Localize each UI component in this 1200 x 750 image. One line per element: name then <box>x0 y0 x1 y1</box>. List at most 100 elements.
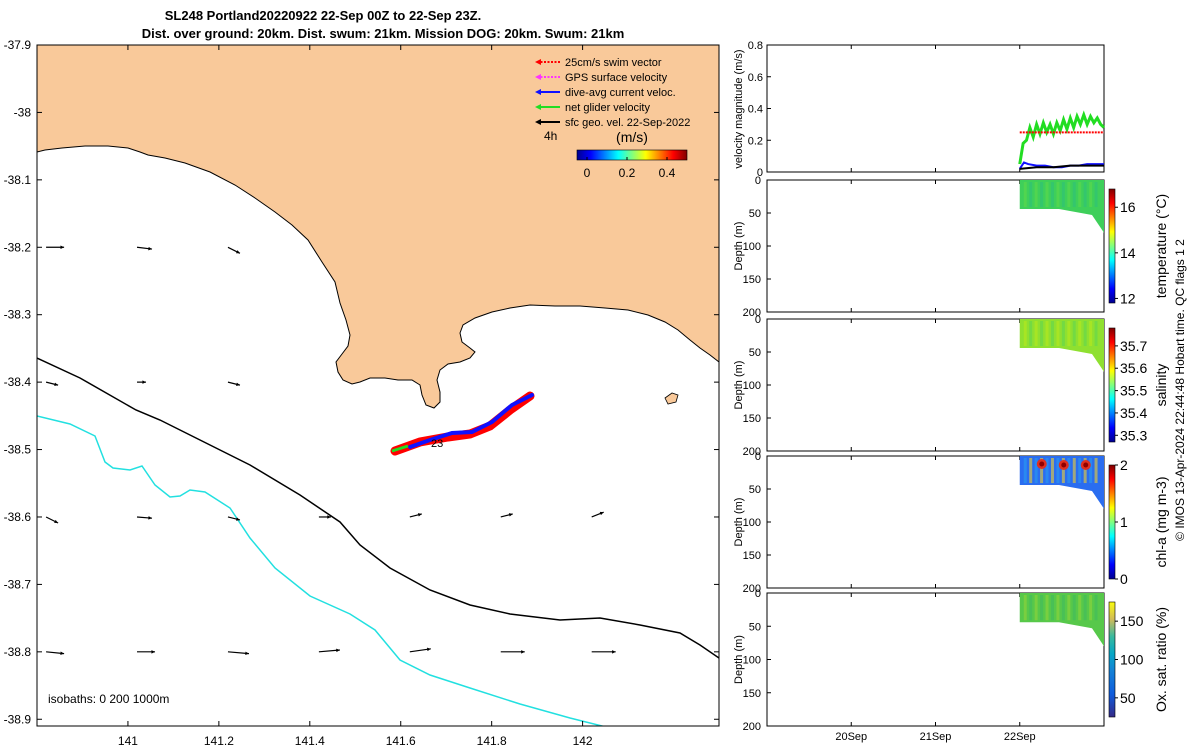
map-y-tick-label: -37.9 <box>4 38 32 52</box>
surface-geostrophic-vectors <box>45 245 616 656</box>
glider-track: 23 <box>390 391 535 456</box>
depth-tick-label: 50 <box>749 484 761 496</box>
depth-tick-label: 200 <box>743 721 761 733</box>
y-tick-label: 0.2 <box>748 135 763 147</box>
legend-label: GPS surface velocity <box>565 72 668 84</box>
time-x-tick-label: 21Sep <box>920 731 952 743</box>
colorbar-tick-label: 35.5 <box>1120 383 1147 399</box>
geo-velocity-arrow <box>46 651 65 656</box>
colorbar-tick-label: 35.3 <box>1120 427 1147 443</box>
depth-tick-label: 150 <box>743 274 761 286</box>
map-x-tick-label: 141.2 <box>204 734 234 748</box>
y-tick-label: 0.6 <box>748 72 763 84</box>
geo-velocity-arrow <box>591 511 604 518</box>
legend-label: dive-avg current veloc. <box>565 87 676 99</box>
depth-tick-label: 150 <box>743 413 761 425</box>
geo-velocity-arrow <box>227 381 241 386</box>
legend-label: sfc geo. vel. 22-Sep-2022 <box>565 117 690 129</box>
time-x-tick-label: 20Sep <box>835 731 867 743</box>
geo-velocity-arrow <box>227 516 241 521</box>
legend-label: 25cm/s swim vector <box>565 57 662 69</box>
geo-velocity-arrow <box>227 651 250 656</box>
geo-velocity-arrow <box>409 513 422 518</box>
colorbar-tick-label: 100 <box>1120 652 1144 668</box>
geo-velocity-arrow <box>227 246 241 254</box>
velocity-axis-label: velocity magnitude (m/s) <box>733 49 745 168</box>
panel-frame <box>766 44 1105 173</box>
colorbar-tick-label: 14 <box>1120 245 1136 261</box>
profile-colorbar <box>1108 464 1116 580</box>
map-y-tick-label: -38.9 <box>4 712 32 726</box>
colorbar-tick-label: 35.6 <box>1120 360 1147 376</box>
geo-velocity-arrow <box>500 513 513 518</box>
map-y-tick-label: -38.2 <box>4 240 32 254</box>
colorbar-label: salinity <box>1153 364 1169 407</box>
speed-colorbar-tick-label: 0.4 <box>659 166 676 180</box>
isobath-200m <box>37 357 719 659</box>
legend-item: dive-avg current veloc. <box>535 87 676 99</box>
figure-title-line2: Dist. over ground: 20km. Dist. swum: 21k… <box>142 26 625 41</box>
geo-velocity-arrow <box>45 516 59 524</box>
depth-tick-label: 0 <box>755 451 761 463</box>
colorbar-tick-label: 150 <box>1120 613 1144 629</box>
depth-tick-label: 100 <box>743 380 761 392</box>
depth-tick-label: 200 <box>743 307 761 319</box>
map-y-tick-label: -38.6 <box>4 510 32 524</box>
colorbar-tick-label: 35.4 <box>1120 405 1147 421</box>
profile-panel-4: 0 50 100 150 200 Depth (m) 50 100 150 Ox. sat. ra… <box>733 588 1169 733</box>
geo-velocity-arrow <box>500 650 525 654</box>
map-x-tick-label: 141.4 <box>295 734 325 748</box>
map-frame <box>36 44 720 727</box>
colorbar-label: Ox. sat. ratio (%) <box>1153 607 1169 712</box>
depth-tick-label: 150 <box>743 688 761 700</box>
speed-colorbar-tick-label: 0 <box>584 166 591 180</box>
colorbar-tick-label: 0 <box>1120 571 1128 587</box>
depth-tick-label: 150 <box>743 550 761 562</box>
depth-tick-label: 0 <box>755 314 761 326</box>
colorbar-tick-label: 2 <box>1120 457 1128 473</box>
geo-velocity-arrow <box>318 515 331 519</box>
depth-axis-label: Depth (m) <box>733 498 745 547</box>
map-x-tick-label: 141.8 <box>477 734 507 748</box>
colorbar-title: (m/s) <box>616 129 648 145</box>
map-x-tick-label: 141 <box>118 734 138 748</box>
speed-colorbar <box>576 149 688 161</box>
map-panel: 23 isobaths: 0 200 1000m -37.9 -38 -38.1 -3… <box>4 38 720 748</box>
profile-colorbar <box>1108 601 1116 718</box>
map-y-tick-label: -38.7 <box>4 577 32 591</box>
legend-item: sfc geo. vel. 22-Sep-2022 <box>535 117 690 129</box>
geo-velocity-arrow <box>46 245 65 250</box>
depth-axis-label: Depth (m) <box>733 361 745 410</box>
geo-velocity-arrow <box>591 650 616 654</box>
depth-tick-label: 0 <box>755 588 761 600</box>
velocity-series <box>1018 110 1106 165</box>
depth-tick-label: 100 <box>743 241 761 253</box>
legend-item: 25cm/s swim vector <box>535 57 662 69</box>
map-y-tick-label: -38.4 <box>4 375 32 389</box>
colorbar-tick-label: 12 <box>1120 290 1136 306</box>
depth-tick-label: 50 <box>749 347 761 359</box>
y-tick-label: 0 <box>757 167 763 179</box>
map-legend: 25cm/s swim vector GPS surface velocity di… <box>535 57 690 180</box>
isobath-note: isobaths: 0 200 1000m <box>48 692 169 706</box>
track-start-label: 23 <box>431 438 443 450</box>
geo-velocity-arrow <box>318 648 340 653</box>
island <box>664 392 679 405</box>
map-y-tick-label: -38 <box>14 105 32 119</box>
depth-tick-label: 0 <box>755 175 761 187</box>
colorbar-tick-label: 35.7 <box>1120 338 1147 354</box>
profile-colorbar <box>1108 188 1116 304</box>
colorbar-label: temperature (°C) <box>1153 194 1169 298</box>
geo-velocity-arrow <box>137 650 156 654</box>
speed-colorbar-tick-label: 0.2 <box>619 166 636 180</box>
profile-panel-2: 0 50 100 150 200 Depth (m) 35.3 35.4 35.5 35.6 35.… <box>733 314 1169 458</box>
geo-velocity-arrow <box>136 516 153 520</box>
depth-axis-label: Depth (m) <box>733 635 745 684</box>
geo-velocity-arrow <box>136 246 153 251</box>
map-y-tick-label: -38.1 <box>4 173 32 187</box>
colorbar-tick-label: 50 <box>1120 690 1136 706</box>
isobath-1000m <box>37 415 606 726</box>
y-tick-label: 0.8 <box>748 40 763 52</box>
